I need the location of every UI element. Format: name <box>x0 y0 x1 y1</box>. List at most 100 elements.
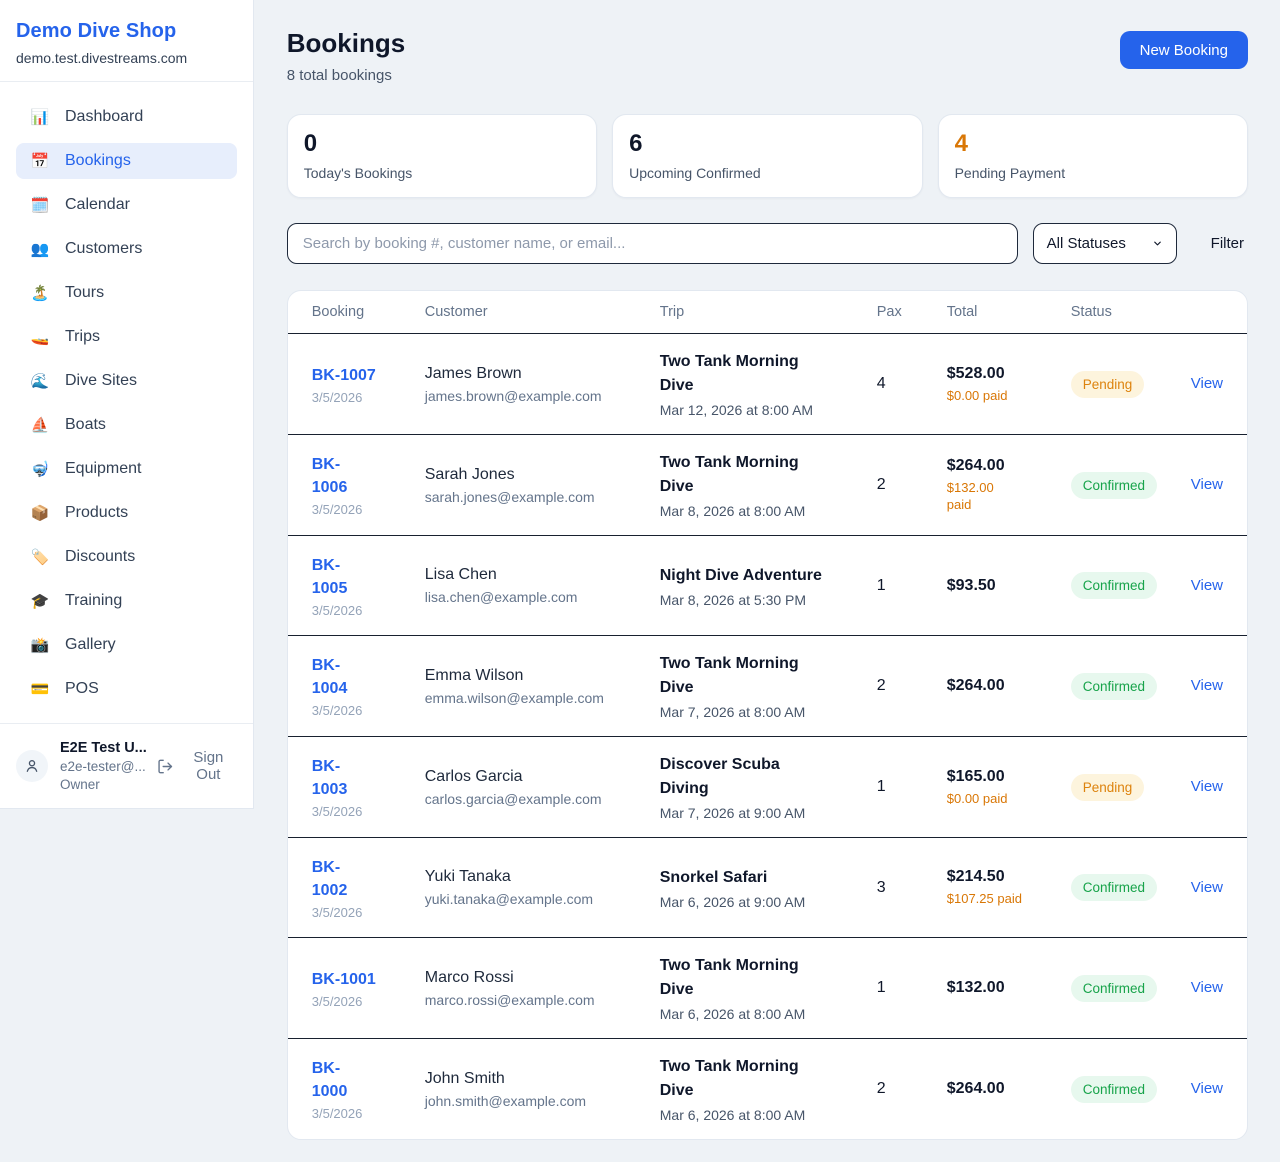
customer-cell: Marco Rossi marco.rossi@example.com <box>425 969 660 1008</box>
view-link[interactable]: View <box>1190 375 1223 392</box>
sidebar-item-gallery[interactable]: 📸 Gallery <box>16 627 237 663</box>
booking-date: 3/5/2026 <box>311 804 363 819</box>
user-info: E2E Test U... e2e-tester@... Owner <box>60 740 147 792</box>
booking-id-link[interactable]: BK- 1004 <box>311 657 348 697</box>
customer-name: John Smith <box>424 1069 505 1087</box>
view-link[interactable]: View <box>1190 778 1223 795</box>
search-input[interactable] <box>286 223 1018 264</box>
tag-icon: 🏷️ <box>30 548 50 566</box>
view-link[interactable]: View <box>1190 576 1223 594</box>
sidebar-item-calendar[interactable]: 🗓️ Calendar <box>16 187 237 223</box>
view-link[interactable]: View <box>1190 979 1223 996</box>
status-select[interactable]: All Statuses <box>1032 223 1177 264</box>
spiral-calendar-icon: 🗓️ <box>30 196 50 214</box>
sidebar-item-trips[interactable]: 🚤 Trips <box>16 319 237 355</box>
trip-name: Two Tank Morning Dive <box>659 454 799 495</box>
user-role: Owner <box>60 777 100 792</box>
paid-amount: $0.00 paid <box>946 790 1008 806</box>
avatar <box>16 750 48 782</box>
status-cell: Confirmed <box>1070 974 1191 1002</box>
sidebar-item-customers[interactable]: 👥 Customers <box>16 231 237 267</box>
status-badge: Confirmed <box>1070 874 1158 901</box>
table-row: BK- 1003 3/5/2026 Carlos Garcia carlos.garci… <box>287 737 1247 838</box>
sidebar-item-label: Bookings <box>65 152 131 169</box>
status-cell: Pending <box>1070 370 1191 398</box>
stat-label: Upcoming Confirmed <box>629 165 761 181</box>
status-cell: Confirmed <box>1070 672 1191 700</box>
table-row: BK- 1000 3/5/2026 John Smith john.smith@exam… <box>288 1039 1247 1139</box>
actions-cell: View <box>1191 979 1223 997</box>
col-header-pax: Pax <box>876 304 902 320</box>
calendar-icon: 📅 <box>30 152 50 170</box>
sidebar-item-discounts[interactable]: 🏷️ Discounts <box>16 539 237 575</box>
pax-count: 2 <box>876 677 886 694</box>
sign-out-button[interactable]: Sign Out <box>157 749 237 783</box>
booking-id-link[interactable]: BK- 1000 <box>311 1060 348 1100</box>
customer-name: James Brown <box>424 364 522 382</box>
sidebar-item-training[interactable]: 🎓 Training <box>16 583 237 619</box>
filters-row: All Statuses Filter <box>286 223 1248 264</box>
sidebar-nav: 📊 Dashboard 📅 Bookings 🗓️ Calendar 👥 Customers 🏝… <box>0 82 253 723</box>
customer-email: sarah.jones@example.com <box>424 488 595 505</box>
total-amount: $264.00 <box>946 1080 1005 1097</box>
trip-name: Two Tank Morning Dive <box>659 353 799 394</box>
table-row: BK-1001 3/5/2026 Marco Rossi marco.rossi@ex… <box>287 938 1247 1039</box>
booking-id-link[interactable]: BK- 1003 <box>311 758 348 798</box>
view-link[interactable]: View <box>1190 677 1223 694</box>
sidebar-item-dive-sites[interactable]: 🌊 Dive Sites <box>16 363 237 399</box>
shop-name: Demo Dive Shop <box>16 20 177 42</box>
page-subtitle: 8 total bookings <box>286 67 392 84</box>
booking-cell: BK-1001 3/5/2026 <box>312 968 425 1009</box>
sidebar-item-products[interactable]: 📦 Products <box>16 495 237 531</box>
sidebar-item-tours[interactable]: 🏝️ Tours <box>16 275 237 311</box>
sidebar-item-label: Dashboard <box>65 108 144 125</box>
customer-name: Marco Rossi <box>424 968 514 986</box>
sidebar-item-bookings[interactable]: 📅 Bookings <box>16 143 237 179</box>
package-icon: 📦 <box>30 504 50 522</box>
credit-card-icon: 💳 <box>30 680 50 698</box>
view-link[interactable]: View <box>1190 476 1223 493</box>
trip-cell: Two Tank Morning Dive Mar 8, 2026 at 8:00 … <box>660 451 877 519</box>
booking-id-link[interactable]: BK- 1005 <box>311 556 348 597</box>
new-booking-button[interactable]: New Booking <box>1119 31 1248 69</box>
booking-id-link[interactable]: BK-1001 <box>311 970 376 988</box>
stat-label: Pending Payment <box>954 165 1066 181</box>
col-header-status: Status <box>1070 304 1112 320</box>
total-cell: $264.00 <box>947 1080 1071 1098</box>
main-content: Bookings 8 total bookings New Booking 0 … <box>254 0 1280 1140</box>
status-badge: Pending <box>1070 370 1145 398</box>
sidebar-item-equipment[interactable]: 🤿 Equipment <box>16 451 237 487</box>
sidebar-item-pos[interactable]: 💳 POS <box>16 671 237 707</box>
trip-datetime: Mar 7, 2026 at 8:00 AM <box>659 704 806 720</box>
sidebar-item-label: Tours <box>65 284 105 301</box>
pax-count: 3 <box>876 878 886 896</box>
booking-id-link[interactable]: BK-1007 <box>311 366 376 384</box>
graduation-cap-icon: 🎓 <box>30 592 50 610</box>
customer-name: Carlos Garcia <box>424 767 523 785</box>
table-row: BK- 1006 3/5/2026 Sarah Jones sarah.jones@ex… <box>287 435 1247 536</box>
filter-button[interactable]: Filter <box>1207 229 1248 258</box>
table-row: BK- 1004 3/5/2026 Emma Wilson emma.wilson@ex… <box>287 636 1247 737</box>
stat-label: Today's Bookings <box>303 165 413 181</box>
table-body: BK-1007 3/5/2026 James Brown james.brown@ex… <box>287 334 1247 1139</box>
booking-id-link[interactable]: BK- 1002 <box>311 858 348 899</box>
booking-date: 3/5/2026 <box>311 703 363 718</box>
sidebar-user-footer: E2E Test U... e2e-tester@... Owner Sign … <box>0 723 253 808</box>
total-amount: $165.00 <box>946 767 1005 785</box>
customer-cell: Lisa Chen lisa.chen@example.com <box>425 566 660 605</box>
actions-cell: View <box>1191 577 1223 595</box>
view-link[interactable]: View <box>1190 1080 1223 1097</box>
total-amount: $214.50 <box>946 868 1005 885</box>
total-amount: $264.00 <box>946 677 1005 694</box>
sidebar-item-label: Calendar <box>65 196 130 213</box>
status-cell: Confirmed <box>1070 1075 1191 1103</box>
stat-card-upcoming-confirmed: 6 Upcoming Confirmed <box>612 114 923 198</box>
sidebar-item-boats[interactable]: ⛵ Boats <box>16 407 237 443</box>
view-link[interactable]: View <box>1190 878 1223 896</box>
sidebar-item-dashboard[interactable]: 📊 Dashboard <box>16 99 237 135</box>
shop-domain: demo.test.divestreams.com <box>16 50 188 66</box>
pax-count: 2 <box>876 1080 886 1097</box>
booking-id-link[interactable]: BK- 1006 <box>311 456 348 496</box>
trip-name: Two Tank Morning Dive <box>659 1058 799 1099</box>
